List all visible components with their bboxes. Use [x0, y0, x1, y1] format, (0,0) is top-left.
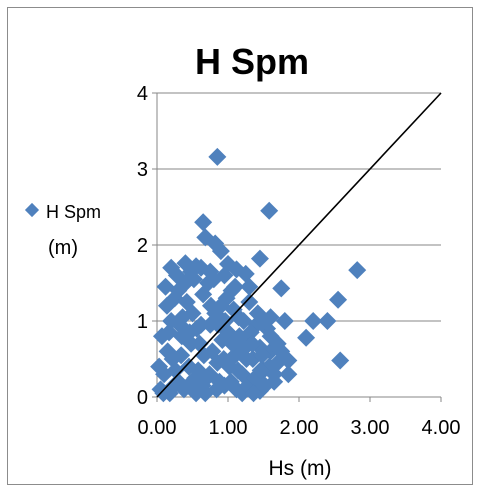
legend-label-line2: (m)	[48, 237, 78, 259]
data-point	[150, 357, 169, 376]
data-point	[217, 289, 236, 308]
y-tick-label: 3	[137, 159, 148, 181]
data-point	[221, 372, 240, 391]
data-point	[348, 261, 367, 280]
data-point	[169, 281, 188, 300]
data-point	[272, 279, 291, 298]
data-point	[237, 350, 256, 368]
data-point	[160, 323, 179, 342]
tick-labels: 0 1 2 3 4 0.00 1.00 2.00 3.00 4.00	[137, 83, 461, 439]
data-point	[201, 296, 220, 315]
x-tick-label: 1.00	[209, 417, 248, 439]
data-point	[182, 262, 201, 281]
data-point	[250, 249, 269, 268]
data-point	[166, 361, 185, 380]
chart-title: H Spm	[195, 41, 309, 82]
legend-marker	[24, 202, 40, 218]
data-point	[255, 312, 274, 330]
data-point	[236, 264, 255, 283]
data-point	[154, 384, 173, 403]
data-point	[179, 376, 198, 395]
legend: H Spm (m)	[24, 202, 101, 259]
data-point	[251, 361, 270, 380]
data-point	[240, 277, 259, 296]
data-point	[216, 312, 235, 330]
data-point	[261, 327, 280, 346]
data-points	[150, 147, 367, 403]
data-point	[275, 312, 294, 330]
data-point	[177, 293, 196, 311]
data-point	[157, 296, 176, 315]
data-point	[173, 308, 192, 327]
data-point	[224, 300, 243, 319]
data-point	[200, 365, 219, 384]
data-point	[194, 213, 213, 232]
data-point	[331, 351, 350, 370]
reference-line-group	[156, 92, 442, 398]
data-point	[226, 277, 245, 296]
reference-line	[156, 92, 442, 398]
data-point	[207, 380, 226, 399]
data-point	[228, 361, 247, 380]
data-point	[208, 147, 227, 166]
data-point	[201, 262, 220, 281]
data-point	[279, 365, 298, 384]
data-point	[193, 376, 212, 395]
data-point	[236, 338, 255, 357]
y-tick-label: 1	[137, 311, 148, 333]
y-tick-label: 0	[137, 387, 148, 409]
data-point	[272, 342, 291, 361]
y-tick-label: 4	[137, 83, 148, 105]
data-point	[260, 201, 279, 220]
data-point	[255, 376, 274, 395]
data-point	[245, 369, 264, 387]
data-point	[244, 384, 263, 403]
x-tick-label: 3.00	[351, 417, 390, 439]
x-tick-label: 0.00	[138, 417, 177, 439]
data-point	[329, 290, 348, 309]
x-axis-label: Hs (m)	[269, 457, 332, 480]
data-point	[253, 346, 272, 365]
x-tick-label: 4.00	[422, 417, 461, 439]
data-point	[240, 293, 259, 311]
y-tick-label: 2	[137, 235, 148, 257]
x-tick-label: 2.00	[280, 417, 319, 439]
data-point	[167, 266, 186, 285]
data-point	[165, 376, 184, 395]
data-point	[318, 312, 337, 330]
data-point	[214, 350, 233, 368]
gridlines	[157, 92, 441, 322]
data-point	[215, 266, 234, 285]
data-point	[172, 346, 191, 365]
data-point	[187, 319, 206, 338]
chart-area	[7, 7, 473, 485]
legend-label-line1: H Spm	[46, 202, 101, 222]
data-point	[199, 274, 218, 292]
data-point	[211, 242, 230, 261]
data-point	[297, 328, 316, 347]
data-point	[182, 334, 201, 353]
data-point	[304, 312, 323, 330]
data-point	[234, 312, 253, 330]
